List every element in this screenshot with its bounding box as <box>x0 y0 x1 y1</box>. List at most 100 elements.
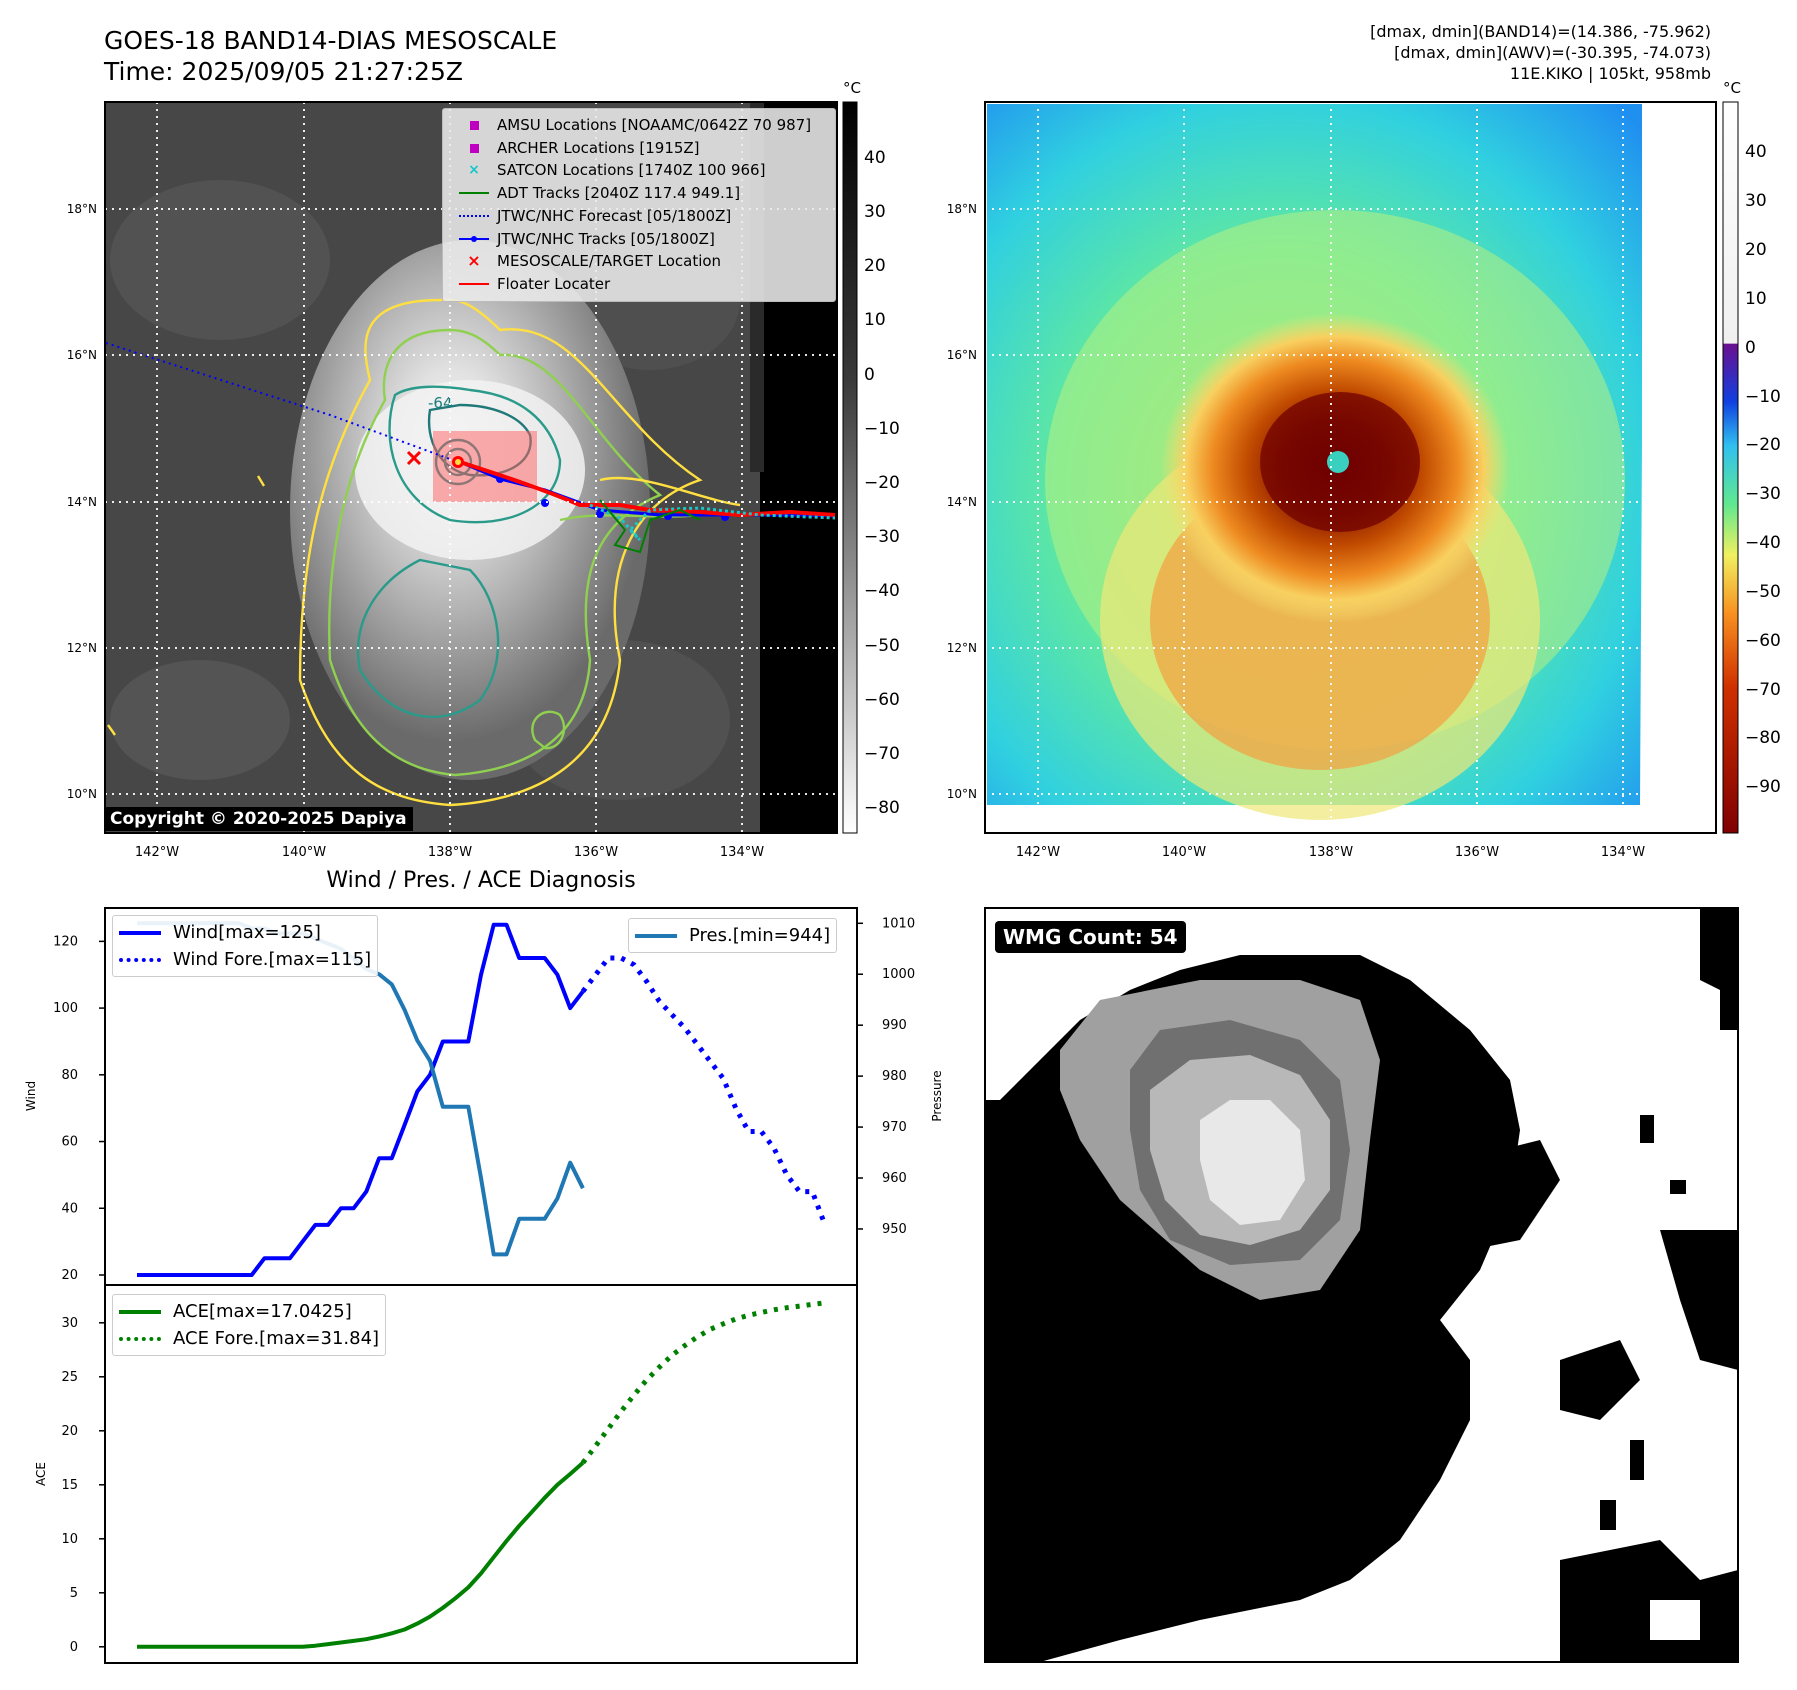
pressure-y-tick-label: 950 <box>882 1222 907 1237</box>
legend-label: AMSU Locations [NOAAMC/0642Z 70 987] <box>497 116 812 134</box>
legend-label: ACE[max=17.0425] <box>173 1301 352 1322</box>
legend-item-ace: ACE[max=17.0425] <box>119 1298 379 1325</box>
legend-label: SATCON Locations [1740Z 100 966] <box>497 161 766 180</box>
ir-cbar-tick: −80 <box>864 798 900 818</box>
pressure-ylabel: Pressure <box>930 1070 944 1121</box>
ace-y-tick-label: 20 <box>61 1424 78 1439</box>
pressure-y-tick-label: 1010 <box>882 916 915 931</box>
ir-cbar-tick: −30 <box>864 527 900 547</box>
mesoscale-target-marker <box>406 450 422 466</box>
ir-cbar-tick: −40 <box>864 581 900 601</box>
ir-lat-label: 12°N <box>67 641 97 655</box>
legend-item-satcon: × SATCON Locations [1740Z 100 966] <box>451 159 827 182</box>
awv-colorbar-unit: °C <box>1723 79 1741 97</box>
square-marker-icon <box>451 120 497 130</box>
ace-y-tick-label: 25 <box>61 1370 78 1385</box>
legend-label: Pres.[min=944] <box>689 925 831 946</box>
pressure-y-tick-label: 980 <box>882 1069 907 1084</box>
awv-lon-label: 138°W <box>1309 845 1353 860</box>
legend-label: Floater Locater <box>497 274 611 293</box>
line-marker-icon <box>451 283 497 286</box>
awv-cbar-tick: 30 <box>1745 191 1767 211</box>
line-marker-icon <box>451 192 497 195</box>
awv-cbar-tick: 40 <box>1745 142 1767 162</box>
ace-y-tick-label: 5 <box>70 1586 78 1601</box>
awv-cbar-tick: 20 <box>1745 240 1767 260</box>
awv-colorbar <box>1722 101 1739 834</box>
ir-lon-label: 138°W <box>428 845 472 860</box>
pressure-y-tick-label: 990 <box>882 1018 907 1033</box>
pressure-y-tick-label: 1000 <box>882 967 915 982</box>
legend-label: Wind Fore.[max=115] <box>173 949 372 970</box>
awv-cbar-tick: −50 <box>1745 582 1781 602</box>
ace-y-tick-label: 15 <box>61 1478 78 1493</box>
legend-item-amsu: AMSU Locations [NOAAMC/0642Z 70 987] <box>451 114 827 137</box>
copyright-badge: Copyright © 2020-2025 Dapiya <box>104 807 413 831</box>
figure-time: Time: 2025/09/05 21:27:25Z <box>104 57 463 86</box>
legend-label: JTWC/NHC Tracks [05/1800Z] <box>497 229 715 248</box>
ir-cbar-tick: −10 <box>864 419 900 439</box>
legend-label: MESOSCALE/TARGET Location <box>497 252 722 271</box>
ir-lat-label: 14°N <box>67 495 97 509</box>
wmg-count-badge: WMG Count: 54 <box>995 921 1186 953</box>
ace-y-tick-label: 10 <box>61 1532 78 1547</box>
legend-label: ACE Fore.[max=31.84] <box>173 1328 380 1349</box>
ir-cbar-tick: −20 <box>864 473 900 493</box>
ace-ylabel: ACE <box>34 1462 48 1486</box>
awv-panel: 18°N 16°N 14°N 12°N 10°N 142°W 140°W 138… <box>947 79 1781 860</box>
solid-line-icon <box>119 1309 173 1314</box>
legend-label: Wind[max=125] <box>173 922 321 943</box>
adt-track <box>599 499 701 554</box>
diagnosis-title: Wind / Pres. / ACE Diagnosis <box>326 868 635 893</box>
wind-y-tick-label: 60 <box>61 1135 78 1150</box>
dotted-line-icon <box>119 1336 173 1341</box>
ir-legend: AMSU Locations [NOAAMC/0642Z 70 987] ARC… <box>442 108 836 302</box>
info-band14: [dmax, dmin](BAND14)=(14.386, -75.962) <box>1370 22 1711 41</box>
awv-cbar-tick: −30 <box>1745 484 1781 504</box>
info-storm: 11E.KIKO | 105kt, 958mb <box>1509 64 1711 83</box>
legend-item-ace-forecast: ACE Fore.[max=31.84] <box>119 1325 379 1352</box>
figure-title: GOES-18 BAND14-DIAS MESOSCALE <box>104 26 558 55</box>
awv-cbar-tick: 0 <box>1745 338 1756 358</box>
square-marker-icon <box>451 143 497 153</box>
awv-cbar-tick: −70 <box>1745 680 1781 700</box>
ace-series-layer: 0 5 10 15 20 25 30 <box>61 1300 826 1655</box>
wind-y-tick-label: 20 <box>61 1268 78 1283</box>
awv-lat-label: 16°N <box>947 348 977 362</box>
ace-y-tick-label: 0 <box>70 1640 78 1655</box>
awv-cbar-tick: −60 <box>1745 631 1781 651</box>
ace-y-tick-label: 30 <box>61 1316 78 1331</box>
legend-item-mesoscale: × MESOSCALE/TARGET Location <box>451 250 827 273</box>
ir-lon-label: 140°W <box>282 845 326 860</box>
ir-colorbar <box>842 101 858 834</box>
legend-item-nhc-tracks: JTWC/NHC Tracks [05/1800Z] <box>451 228 827 251</box>
legend-label: JTWC/NHC Forecast [05/1800Z] <box>497 206 732 225</box>
pressure-y-tick-label: 960 <box>882 1171 907 1186</box>
awv-lat-label: 14°N <box>947 495 977 509</box>
x-marker-icon: × <box>468 162 480 179</box>
awv-cbar-tick: −40 <box>1745 533 1781 553</box>
awv-lon-label: 142°W <box>1016 845 1060 860</box>
ir-lon-label: 142°W <box>135 845 179 860</box>
awv-lat-label: 10°N <box>947 787 977 801</box>
awv-cbar-tick: 10 <box>1745 289 1767 309</box>
awv-lon-label: 140°W <box>1162 845 1206 860</box>
line-dot-icon <box>451 235 497 242</box>
ace-legend: ACE[max=17.0425] ACE Fore.[max=31.84] <box>112 1294 387 1356</box>
dotted-line-icon <box>119 957 173 962</box>
wind-y-tick-label: 100 <box>53 1001 78 1016</box>
ir-cbar-tick: 20 <box>864 256 886 276</box>
ir-cbar-tick: 30 <box>864 202 886 222</box>
dotted-line-icon <box>451 215 497 218</box>
nhc-forecast-line <box>105 342 459 463</box>
awv-cbar-tick: −80 <box>1745 728 1781 748</box>
ir-cbar-tick: −60 <box>864 690 900 710</box>
awv-cbar-tick: −20 <box>1745 435 1781 455</box>
ir-lat-label: 10°N <box>67 787 97 801</box>
legend-item-floater: Floater Locater <box>451 273 827 296</box>
wind-y-tick-label: 120 <box>53 934 78 949</box>
ir-cbar-tick: 40 <box>864 148 886 168</box>
ir-lat-label: 16°N <box>67 348 97 362</box>
wmg-image <box>985 908 1738 1662</box>
